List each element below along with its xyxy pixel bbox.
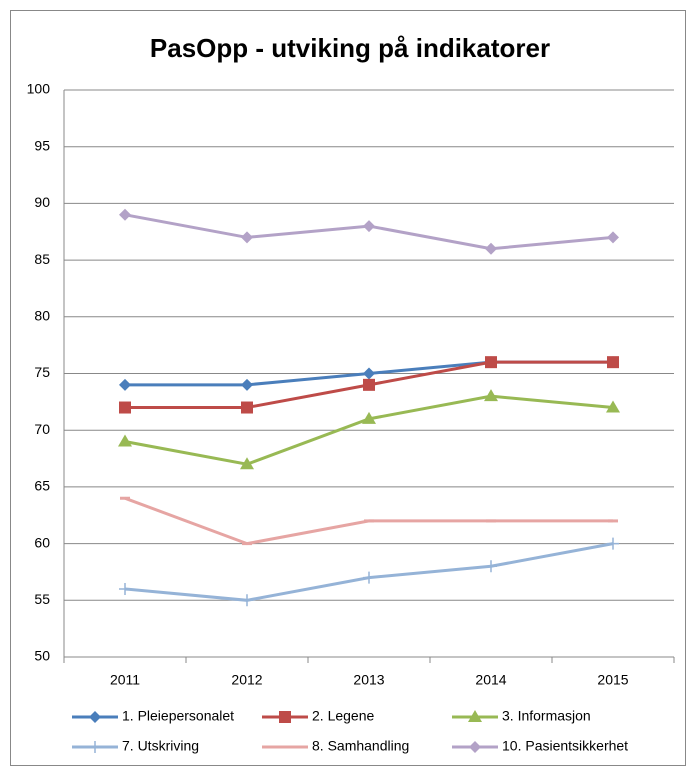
x-tick-label: 2014 <box>475 672 506 688</box>
marker <box>241 231 253 244</box>
marker <box>607 537 619 550</box>
marker <box>485 356 497 369</box>
marker <box>119 378 131 391</box>
marker <box>119 582 131 595</box>
legend-label: 10. Pasientsikkerhet <box>502 738 628 754</box>
marker <box>363 367 375 380</box>
legend-label: 1. Pleiepersonalet <box>122 708 234 724</box>
y-tick-label: 60 <box>34 534 50 550</box>
chart-title: PasOpp - utviking på indikatorer <box>150 33 550 63</box>
marker <box>119 401 131 414</box>
marker <box>485 560 497 573</box>
marker <box>363 378 375 391</box>
marker <box>279 711 291 723</box>
legend-label: 8. Samhandling <box>312 738 409 754</box>
y-tick-label: 100 <box>27 81 51 97</box>
marker <box>469 741 481 753</box>
y-tick-label: 55 <box>34 591 50 607</box>
y-tick-label: 70 <box>34 421 50 437</box>
x-tick-label: 2012 <box>231 672 262 688</box>
marker <box>484 389 498 402</box>
legend-label: 7. Utskriving <box>122 738 199 754</box>
x-tick-label: 2013 <box>353 672 384 688</box>
marker <box>362 411 376 424</box>
y-tick-label: 85 <box>34 251 50 267</box>
y-tick-label: 90 <box>34 194 50 210</box>
marker <box>241 378 253 391</box>
y-tick-label: 65 <box>34 478 50 494</box>
x-tick-label: 2011 <box>110 672 140 688</box>
marker <box>241 594 253 607</box>
marker <box>240 457 254 470</box>
marker <box>606 400 620 413</box>
marker <box>241 401 253 414</box>
marker <box>485 242 497 255</box>
marker <box>118 434 132 447</box>
marker <box>363 220 375 233</box>
legend-label: 2. Legene <box>312 708 374 724</box>
y-tick-label: 75 <box>34 364 50 380</box>
marker <box>89 711 101 723</box>
marker <box>89 741 101 753</box>
y-tick-label: 80 <box>34 308 50 324</box>
marker <box>607 356 619 369</box>
y-tick-label: 95 <box>34 137 50 153</box>
marker <box>468 710 482 722</box>
x-tick-label: 2015 <box>597 672 628 688</box>
legend-label: 3. Informasjon <box>502 708 591 724</box>
marker <box>607 231 619 244</box>
y-tick-label: 50 <box>34 648 50 664</box>
marker <box>119 208 131 221</box>
marker <box>363 571 375 584</box>
